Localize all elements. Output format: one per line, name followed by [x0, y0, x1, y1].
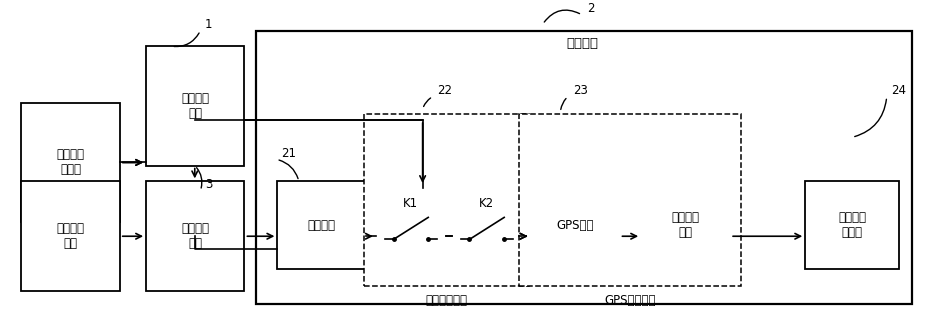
Text: 1: 1	[205, 18, 212, 31]
Text: K2: K2	[479, 197, 495, 210]
Bar	[452, 188, 522, 263]
Bar	[22, 181, 120, 291]
Text: 坠机监控
模块: 坠机监控 模块	[181, 92, 209, 120]
Bar	[146, 181, 244, 291]
Text: 24: 24	[891, 84, 906, 97]
Bar	[519, 114, 742, 287]
Text: 网络通信
端单元: 网络通信 端单元	[838, 211, 866, 239]
Text: GPS定位单元: GPS定位单元	[605, 294, 656, 307]
Text: 电源模块: 电源模块	[566, 37, 598, 50]
Bar	[364, 114, 529, 287]
Text: 22: 22	[438, 84, 453, 97]
Bar	[805, 181, 899, 269]
Bar	[277, 181, 366, 269]
Text: 第二开关
单元: 第二开关 单元	[181, 222, 209, 250]
Bar	[531, 181, 620, 269]
Bar	[255, 30, 912, 304]
Text: 3: 3	[205, 178, 212, 191]
Text: 21: 21	[281, 146, 296, 159]
Text: 电芯单元: 电芯单元	[308, 219, 336, 232]
Bar	[146, 46, 244, 165]
Text: 无人机动
力部分: 无人机动 力部分	[56, 148, 85, 177]
Bar	[376, 188, 446, 263]
Text: 第一开关单元: 第一开关单元	[425, 294, 468, 307]
Text: 坐标位置
发送: 坐标位置 发送	[671, 211, 700, 239]
Text: GPS定位: GPS定位	[556, 219, 593, 232]
Text: 无人机供
电端: 无人机供 电端	[56, 222, 85, 250]
Text: 23: 23	[573, 84, 588, 97]
Text: K1: K1	[404, 197, 419, 210]
Text: 2: 2	[587, 2, 594, 15]
Bar	[22, 103, 120, 222]
Bar	[641, 181, 731, 269]
